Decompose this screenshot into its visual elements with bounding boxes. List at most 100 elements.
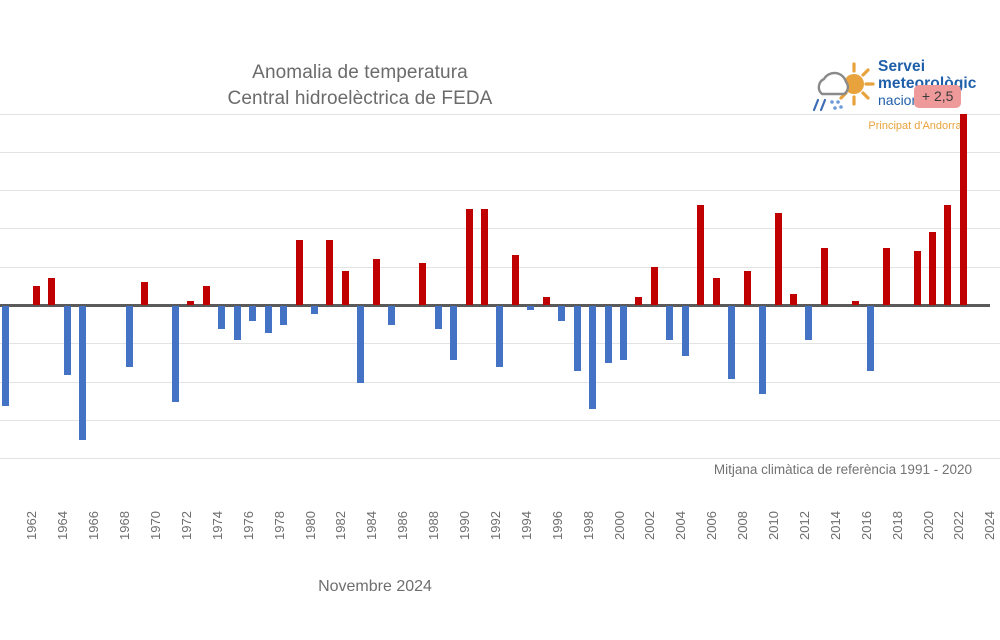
bar-1973 xyxy=(187,301,195,305)
x-tick-2024: 2024 xyxy=(982,511,998,540)
bar-2021 xyxy=(929,232,936,305)
x-tick-1988: 1988 xyxy=(426,511,442,540)
gridline xyxy=(0,151,1000,153)
bar-2007 xyxy=(712,278,720,305)
x-tick-2002: 2002 xyxy=(642,511,658,540)
bar-2016 xyxy=(851,301,859,305)
bar-1979 xyxy=(280,306,288,326)
bar-1993 xyxy=(496,306,504,368)
bar-1978 xyxy=(264,306,272,333)
gridline xyxy=(0,113,1000,115)
bar-1982 xyxy=(326,239,334,305)
x-tick-1968: 1968 xyxy=(117,511,133,540)
x-tick-2012: 2012 xyxy=(796,511,812,540)
bar-1999 xyxy=(589,306,597,410)
bar-1972 xyxy=(171,306,179,402)
bar-2014 xyxy=(820,247,828,305)
bar-1997 xyxy=(558,306,566,322)
bar-1991 xyxy=(465,209,473,305)
bar-1975 xyxy=(218,306,226,329)
bar-1961 xyxy=(2,306,9,406)
x-tick-1996: 1996 xyxy=(549,511,565,540)
x-tick-2008: 2008 xyxy=(735,511,751,540)
bar-2023 xyxy=(959,113,967,305)
logo-line-1: Servei xyxy=(878,58,926,75)
x-tick-1984: 1984 xyxy=(364,511,380,540)
x-tick-2004: 2004 xyxy=(673,511,689,540)
chart-title-line-1: Anomalia de temperatura xyxy=(252,62,468,83)
logo-subtitle: Principat d'Andorra xyxy=(868,120,962,132)
bar-2001 xyxy=(620,306,627,360)
x-tick-2000: 2000 xyxy=(611,511,627,540)
x-tick-1974: 1974 xyxy=(209,511,225,540)
x-tick-1982: 1982 xyxy=(333,511,349,540)
bar-2009 xyxy=(743,270,751,305)
x-tick-1986: 1986 xyxy=(395,511,411,540)
bar-1995 xyxy=(527,306,535,310)
chart-title: Anomalia de temperatura Central hidroelè… xyxy=(0,60,720,112)
x-tick-1966: 1966 xyxy=(86,511,102,540)
x-tick-2016: 2016 xyxy=(858,511,874,540)
x-tick-1978: 1978 xyxy=(271,511,287,540)
bar-1965 xyxy=(63,306,71,375)
x-tick-1980: 1980 xyxy=(302,511,318,540)
bar-1983 xyxy=(341,270,349,305)
x-tick-1962: 1962 xyxy=(24,511,40,540)
anomaly-bar-chart: + 2,5 xyxy=(0,84,1000,480)
bar-2005 xyxy=(681,306,689,356)
x-tick-1972: 1972 xyxy=(178,511,194,540)
x-tick-2014: 2014 xyxy=(827,511,843,540)
bar-1992 xyxy=(480,209,488,305)
bar-1976 xyxy=(233,306,241,341)
bar-1974 xyxy=(202,285,210,305)
reference-period-note: Mitjana climàtica de referència 1991 - 2… xyxy=(713,462,972,477)
bar-1994 xyxy=(511,255,519,305)
bar-1970 xyxy=(141,282,149,305)
bar-2017 xyxy=(867,306,875,372)
x-tick-2020: 2020 xyxy=(920,511,936,540)
x-tick-2022: 2022 xyxy=(951,511,967,540)
chart-footer-month: Novembre 2024 xyxy=(318,578,432,595)
bar-1989 xyxy=(434,306,442,329)
bar-2008 xyxy=(728,306,736,379)
bar-1990 xyxy=(450,306,458,360)
x-tick-1994: 1994 xyxy=(518,511,534,540)
bar-2018 xyxy=(882,247,890,305)
gridline xyxy=(0,419,1000,421)
bar-1980 xyxy=(295,239,303,305)
bar-1981 xyxy=(311,306,318,314)
bar-1966 xyxy=(79,306,87,441)
bar-2013 xyxy=(805,306,813,341)
bar-1998 xyxy=(573,306,581,372)
bar-1984 xyxy=(357,306,365,383)
x-axis-labels: 1962 1964 1966 1968 1970 1972 1974 1976 1978 1980… xyxy=(0,492,1000,562)
x-tick-2018: 2018 xyxy=(889,511,905,540)
x-tick-1998: 1998 xyxy=(580,511,596,540)
bar-2010 xyxy=(759,306,767,395)
bar-1985 xyxy=(372,259,380,305)
bar-1969 xyxy=(125,306,133,368)
bar-1964 xyxy=(48,278,56,305)
bar-2022 xyxy=(944,205,952,305)
zero-reference-line xyxy=(0,304,990,307)
bar-1977 xyxy=(249,306,257,322)
x-tick-2010: 2010 xyxy=(766,511,782,540)
bar-2003 xyxy=(650,266,658,305)
gridline xyxy=(0,190,1000,192)
gridline xyxy=(0,458,1000,460)
bar-2004 xyxy=(666,306,674,341)
x-tick-1992: 1992 xyxy=(487,511,503,540)
bar-2011 xyxy=(774,213,782,305)
bar-series xyxy=(0,113,1000,480)
x-tick-1970: 1970 xyxy=(148,511,164,540)
gridline xyxy=(0,228,1000,230)
sun-cloud-rain-icon xyxy=(810,60,876,116)
bar-2000 xyxy=(604,306,612,364)
bar-2012 xyxy=(789,293,797,305)
x-tick-1964: 1964 xyxy=(55,511,71,540)
bar-1988 xyxy=(419,262,427,305)
bar-2006 xyxy=(697,205,705,305)
gridline xyxy=(0,381,1000,383)
bar-2020 xyxy=(913,251,921,305)
